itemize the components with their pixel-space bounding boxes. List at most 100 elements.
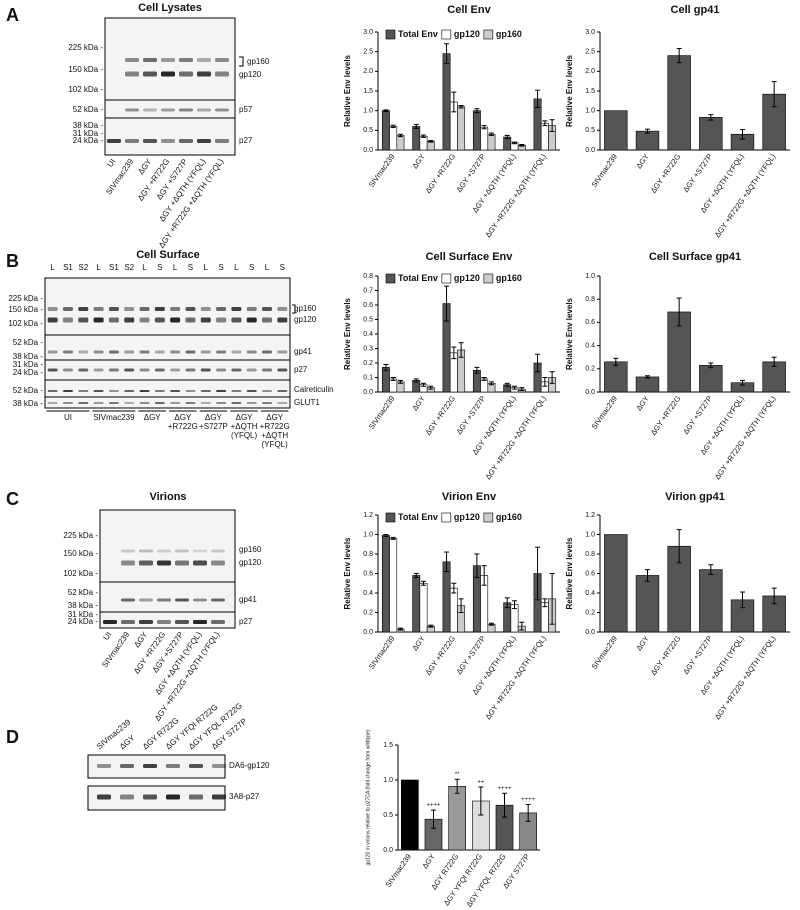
bar xyxy=(604,110,628,151)
band xyxy=(93,368,104,372)
x-tick-label: ΔGY +R722G xyxy=(423,152,457,195)
bar xyxy=(389,538,398,633)
band xyxy=(124,390,135,392)
band xyxy=(161,139,175,143)
y-tick-label: 0.6 xyxy=(585,570,595,577)
band xyxy=(200,307,211,311)
band xyxy=(139,402,150,404)
error-bar xyxy=(519,621,525,631)
band-label: Calreticulin xyxy=(294,385,334,394)
y-tick-label: 0.6 xyxy=(363,570,373,577)
band xyxy=(170,307,181,311)
size-marker: 102 kDa - xyxy=(68,85,103,94)
band xyxy=(124,402,135,404)
band xyxy=(139,390,150,392)
x-tick-label: SIVmac239 xyxy=(367,394,397,431)
y-tick-label: 1.0 xyxy=(585,108,595,115)
chart-title: Cell Surface Env xyxy=(426,251,514,263)
band xyxy=(212,764,226,768)
bar xyxy=(381,110,390,151)
x-tick-label: ΔGY +S727P xyxy=(454,152,487,194)
band xyxy=(189,794,203,800)
error-bar xyxy=(676,297,682,327)
y-axis-label: Relative Env levels xyxy=(565,54,574,127)
band xyxy=(193,598,207,602)
bar xyxy=(487,133,496,151)
error-bar xyxy=(512,385,517,390)
band xyxy=(124,307,135,311)
band xyxy=(125,139,139,143)
x-tick-label: SIVmac239 xyxy=(367,634,397,671)
band xyxy=(108,402,119,404)
band xyxy=(62,350,73,354)
x-tick-label: SIVmac239 xyxy=(367,152,397,189)
band xyxy=(161,108,175,112)
band-label: gp160 xyxy=(247,57,270,66)
group-label: SIVmac239 xyxy=(93,413,135,422)
error-bar xyxy=(451,582,457,594)
size-marker: 24 kDa - xyxy=(13,368,44,377)
x-tick-label: ΔGY +R722G xyxy=(649,394,683,437)
bar xyxy=(412,575,421,633)
bar xyxy=(480,378,489,393)
legend-swatch xyxy=(441,273,452,284)
error-bar xyxy=(383,363,389,371)
lane-label: L xyxy=(142,263,147,272)
lane-label: L xyxy=(50,263,55,272)
group-label: ΔGY xyxy=(144,413,162,422)
band xyxy=(139,560,153,566)
band xyxy=(193,620,207,624)
y-tick-label: 3.0 xyxy=(585,29,595,36)
band xyxy=(154,368,165,372)
band xyxy=(47,390,58,392)
error-bar xyxy=(474,108,480,114)
lane-label: L xyxy=(204,263,209,272)
band xyxy=(62,402,73,404)
band xyxy=(277,307,288,311)
y-tick-label: 0.8 xyxy=(363,551,373,558)
band xyxy=(170,390,181,392)
band-label: p27 xyxy=(239,136,253,145)
size-marker: 52 kDa - xyxy=(68,588,99,597)
x-tick-label: ΔGY +R722G xyxy=(423,634,457,677)
band xyxy=(93,307,104,311)
y-axis-label: gp120 in virions relative to p27CA (fold… xyxy=(365,729,371,865)
legend-swatch xyxy=(385,273,396,284)
y-tick-label: 0.4 xyxy=(363,331,373,338)
band xyxy=(277,390,288,392)
lane-label: L xyxy=(173,263,178,272)
size-marker: 31 kDa - xyxy=(13,360,44,369)
band-label: p27 xyxy=(294,365,308,374)
size-marker: 24 kDa - xyxy=(73,136,104,145)
error-bar xyxy=(740,379,745,386)
error-bar xyxy=(535,353,541,373)
y-tick-label: 0.4 xyxy=(585,342,595,349)
error-bar xyxy=(525,804,531,822)
significance: ++ xyxy=(477,780,485,786)
band xyxy=(121,598,135,602)
band xyxy=(121,549,135,553)
y-axis-label: Relative Env levels xyxy=(565,537,574,610)
y-tick-label: 0.8 xyxy=(363,273,373,280)
error-bar xyxy=(488,132,494,136)
band xyxy=(125,108,139,112)
error-bar xyxy=(458,105,464,109)
y-tick-label: 0.8 xyxy=(585,551,595,558)
error-bar xyxy=(481,125,487,130)
y-tick-label: 1.0 xyxy=(585,273,595,280)
band xyxy=(154,307,165,311)
y-tick-label: 1.2 xyxy=(363,512,373,519)
y-tick-label: 0.0 xyxy=(363,389,373,396)
band xyxy=(200,390,211,392)
legend-swatch xyxy=(483,29,494,40)
lane-label: S xyxy=(157,263,162,272)
band xyxy=(231,317,242,323)
band xyxy=(108,390,119,392)
band xyxy=(246,368,257,372)
bar xyxy=(396,135,405,151)
size-marker: 102 kDa - xyxy=(8,319,43,328)
band xyxy=(97,794,111,800)
size-marker: 38 kDa - xyxy=(68,601,99,610)
band xyxy=(211,598,225,602)
